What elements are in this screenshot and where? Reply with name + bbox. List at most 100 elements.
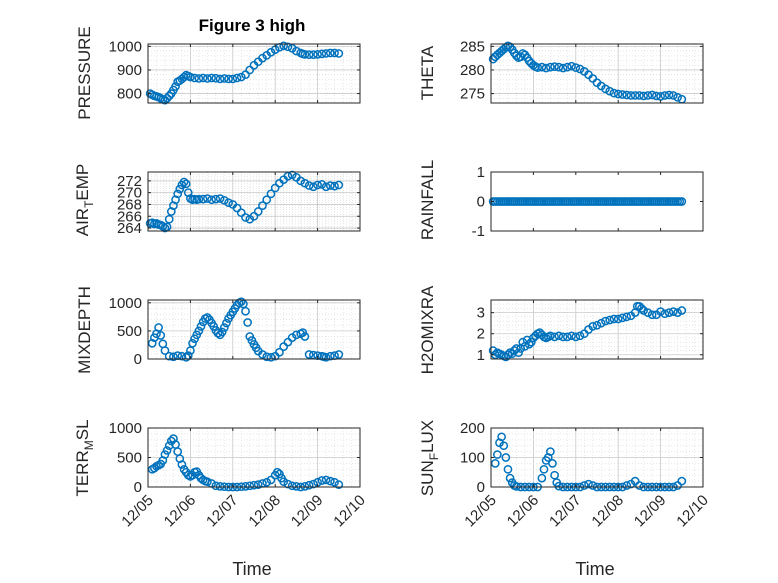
data-point bbox=[554, 481, 564, 491]
data-point bbox=[213, 328, 223, 338]
data-point bbox=[181, 352, 191, 362]
x-tick-label: 12/06 bbox=[504, 492, 543, 531]
data-point bbox=[652, 91, 661, 101]
data-point bbox=[160, 450, 170, 459]
data-point bbox=[245, 65, 255, 75]
data-point bbox=[309, 182, 318, 192]
y-tick-label: 2 bbox=[477, 326, 485, 343]
data-point bbox=[292, 482, 301, 491]
data-point bbox=[499, 441, 509, 451]
data-point bbox=[217, 327, 227, 337]
data-point bbox=[262, 195, 272, 205]
data-point bbox=[562, 332, 572, 342]
data-point bbox=[558, 63, 568, 73]
data-point bbox=[266, 189, 276, 199]
data-point bbox=[613, 314, 623, 324]
data-point bbox=[164, 214, 174, 224]
data-point bbox=[198, 73, 208, 83]
data-point bbox=[613, 89, 623, 99]
data-point bbox=[164, 351, 174, 361]
data-point bbox=[533, 63, 542, 72]
data-point bbox=[245, 481, 255, 491]
data-point bbox=[512, 482, 521, 491]
y-tick-label: 0 bbox=[477, 479, 485, 496]
data-point bbox=[194, 326, 204, 336]
data-point bbox=[283, 171, 293, 181]
y-tick-label: 1000 bbox=[109, 38, 142, 55]
data-point bbox=[584, 479, 593, 489]
data-point bbox=[321, 475, 331, 485]
data-point bbox=[179, 72, 189, 82]
data-point bbox=[571, 63, 581, 72]
y-tick-label: 1000 bbox=[109, 295, 142, 312]
data-point bbox=[203, 194, 212, 203]
data-point bbox=[194, 74, 204, 83]
y-tick-label: 280 bbox=[460, 62, 485, 79]
data-point bbox=[156, 331, 166, 340]
data-point bbox=[325, 48, 335, 58]
y-axis-label: TERRMSL bbox=[73, 419, 96, 496]
y-axis-label: PRESSURE bbox=[75, 26, 94, 120]
series-markers bbox=[145, 170, 344, 233]
data-point bbox=[236, 72, 246, 82]
y-axis-label: THETA bbox=[418, 45, 437, 100]
panel-rainfall: -1 0 1 RAINFALL bbox=[418, 160, 704, 240]
y-tick-label: 0 bbox=[134, 479, 142, 496]
data-point bbox=[196, 322, 206, 331]
data-point bbox=[158, 221, 168, 231]
data-point bbox=[526, 337, 536, 347]
x-tick-label: 12/05 bbox=[461, 492, 500, 531]
data-point bbox=[194, 194, 204, 204]
data-point bbox=[300, 482, 310, 491]
data-point bbox=[188, 338, 197, 348]
data-point bbox=[567, 61, 576, 71]
axes-box bbox=[147, 171, 361, 232]
data-point bbox=[169, 352, 178, 362]
series-markers bbox=[145, 41, 344, 105]
data-point bbox=[175, 184, 185, 194]
data-point bbox=[203, 477, 212, 487]
data-point bbox=[241, 306, 250, 316]
series-markers bbox=[488, 197, 687, 206]
data-point bbox=[546, 331, 555, 341]
data-point bbox=[249, 211, 259, 221]
data-point bbox=[588, 481, 598, 490]
data-point bbox=[601, 84, 610, 94]
y-tick-label: -1 bbox=[472, 223, 485, 240]
data-point bbox=[275, 347, 284, 357]
x-tick-label: 12/06 bbox=[161, 492, 200, 531]
data-point bbox=[514, 348, 523, 358]
data-point bbox=[643, 308, 653, 317]
data-point bbox=[668, 307, 678, 316]
data-point bbox=[219, 323, 229, 332]
data-point bbox=[497, 432, 506, 442]
data-point bbox=[300, 332, 310, 341]
data-point bbox=[287, 170, 297, 180]
data-point bbox=[317, 180, 327, 189]
data-point bbox=[537, 473, 547, 483]
data-point bbox=[283, 479, 293, 489]
y-tick-label: 500 bbox=[117, 450, 142, 467]
data-point bbox=[643, 91, 653, 100]
data-point bbox=[567, 331, 576, 341]
data-point bbox=[575, 64, 585, 74]
data-point bbox=[635, 91, 644, 100]
grid bbox=[491, 428, 703, 487]
data-point bbox=[588, 321, 598, 331]
data-point bbox=[253, 207, 263, 216]
data-point bbox=[656, 307, 665, 316]
data-point bbox=[272, 467, 282, 477]
y-axis-label: H2OMIXRA bbox=[418, 285, 437, 374]
data-point bbox=[266, 352, 276, 362]
data-point bbox=[279, 41, 289, 51]
data-point bbox=[622, 90, 632, 100]
x-axis-label-left: Time bbox=[232, 559, 271, 579]
data-point bbox=[656, 92, 665, 101]
x-axis-label-right: Time bbox=[575, 559, 614, 579]
data-point bbox=[609, 314, 619, 324]
data-point bbox=[635, 481, 644, 490]
data-point bbox=[501, 453, 511, 462]
data-point bbox=[562, 62, 572, 72]
data-point bbox=[334, 350, 344, 359]
grid bbox=[491, 300, 703, 359]
